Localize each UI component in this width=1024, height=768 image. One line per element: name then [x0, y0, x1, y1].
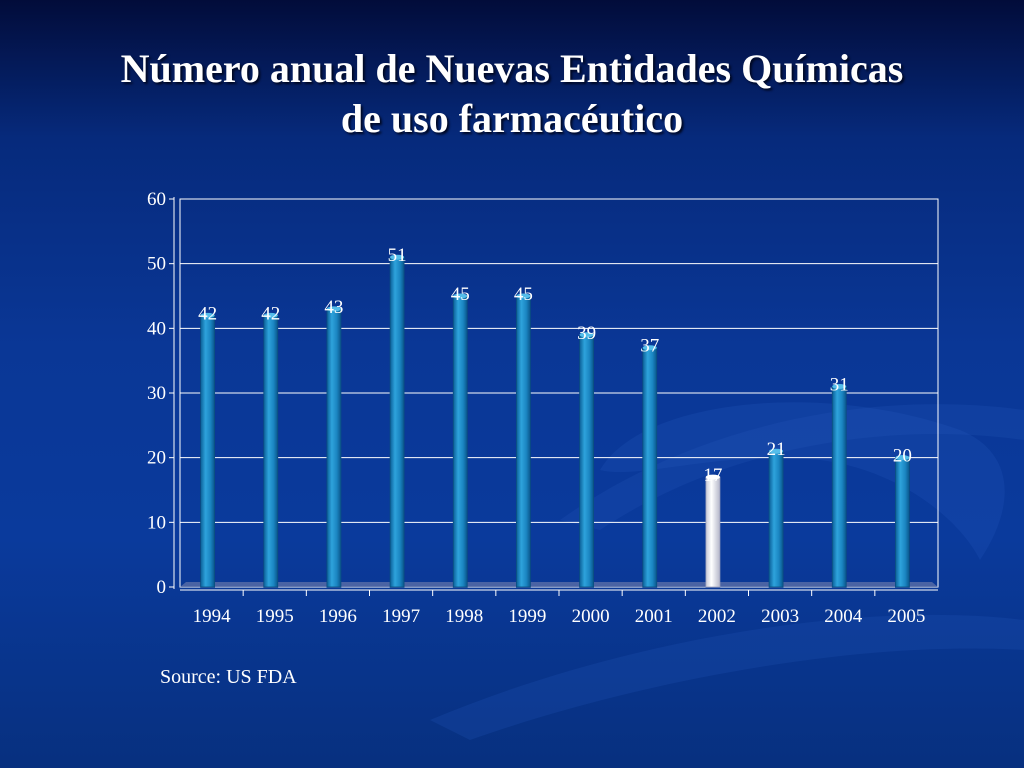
y-tick-label: 0 — [157, 577, 167, 598]
data-label: 37 — [640, 336, 659, 357]
x-tick-label: 1998 — [445, 606, 483, 627]
bar-cap — [579, 332, 594, 338]
x-tick-label: 2004 — [824, 606, 863, 627]
gridlines — [180, 263, 938, 523]
data-label: 39 — [577, 323, 596, 344]
bar-cap — [326, 306, 341, 312]
y-tick-label: 10 — [147, 512, 166, 533]
x-tick-label: 2001 — [635, 606, 673, 627]
y-tick-label: 60 — [147, 189, 166, 210]
bar-cap — [895, 455, 910, 461]
x-tick-label: 2003 — [761, 606, 799, 627]
bar — [705, 476, 721, 588]
title-line-2: de uso farmacéutico — [340, 96, 684, 141]
x-tick-label: 2000 — [572, 606, 610, 627]
bar — [200, 314, 215, 588]
data-label: 51 — [388, 245, 407, 266]
y-tick-label: 40 — [147, 318, 166, 339]
y-axis: 0 10 20 30 40 50 60 — [147, 189, 175, 598]
bar — [326, 308, 342, 588]
plot-floor — [180, 582, 938, 587]
y-tick-label: 30 — [147, 383, 166, 404]
bar-cap — [200, 312, 215, 318]
bar-cap — [263, 312, 278, 318]
data-label: 45 — [451, 284, 470, 305]
slide-title: Número anual de Nuevas Entidades Química… — [0, 44, 1024, 144]
data-label: 17 — [703, 465, 722, 486]
y-tick-label: 50 — [147, 254, 166, 275]
bar-cap — [642, 345, 657, 351]
bar — [579, 334, 594, 588]
x-tick-label: 1994 — [193, 606, 232, 627]
bar — [389, 256, 405, 588]
data-label: 21 — [767, 439, 786, 460]
data-label: 45 — [514, 284, 533, 305]
bar-cap — [832, 384, 847, 390]
data-label: 43 — [324, 297, 343, 318]
data-label: 20 — [893, 446, 912, 467]
bars: 42 42 43 51 45 45 39 37 17 21 31 20 — [198, 245, 912, 588]
bar-cap — [453, 293, 468, 299]
x-axis: 1994 1995 1996 1997 1998 1999 2000 2001 2002 2003… — [180, 589, 938, 627]
bar-cap — [705, 474, 720, 480]
x-tick-label: 1999 — [508, 606, 546, 627]
bar-cap — [769, 448, 784, 454]
bar — [895, 457, 910, 588]
x-tick-label: 1995 — [256, 606, 294, 627]
source-note: Source: US FDA — [160, 666, 297, 688]
data-label: 42 — [261, 303, 280, 324]
x-tick-label: 1996 — [319, 606, 357, 627]
bar — [768, 450, 784, 588]
bar-cap — [516, 293, 531, 299]
bar — [516, 295, 531, 588]
bar — [831, 386, 847, 588]
y-tick-label: 20 — [147, 448, 166, 469]
data-label: 31 — [830, 375, 849, 396]
bar — [452, 295, 468, 588]
title-line-1: Número anual de Nuevas Entidades Química… — [120, 46, 904, 91]
x-tick-label: 2002 — [698, 606, 736, 627]
data-label: 42 — [198, 303, 217, 324]
bar — [642, 347, 658, 588]
bar — [263, 314, 279, 588]
x-tick-label: 2005 — [887, 606, 925, 627]
x-tick-label: 1997 — [382, 606, 420, 627]
bar-cap — [390, 254, 405, 260]
